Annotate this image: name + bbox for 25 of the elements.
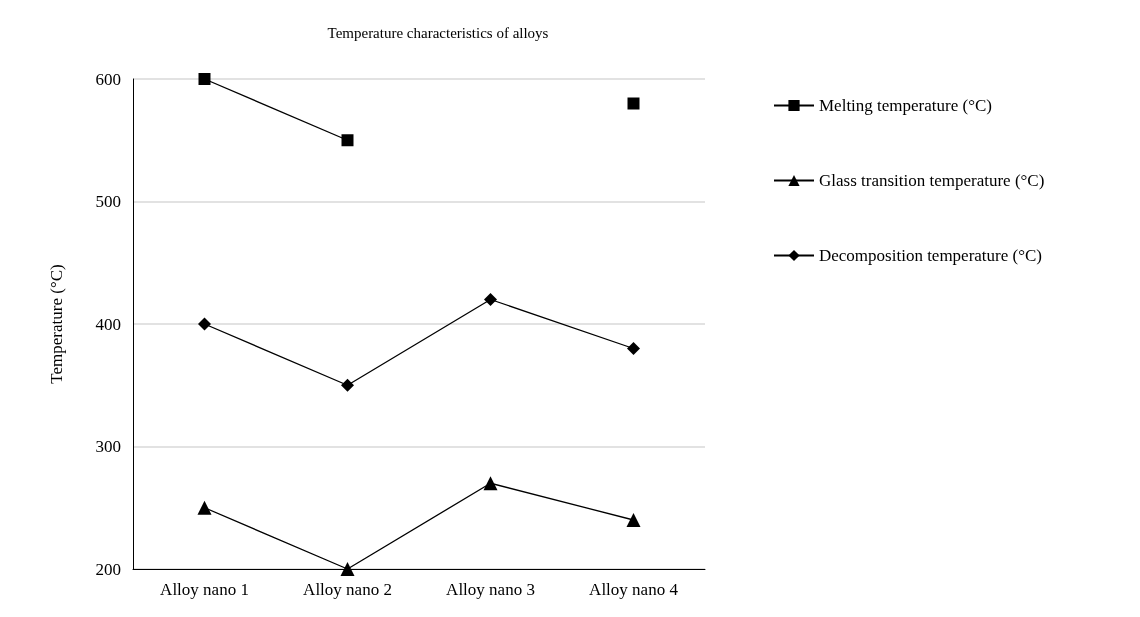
point bbox=[341, 378, 354, 392]
x-tick-label: Alloy nano 2 bbox=[303, 580, 392, 599]
x-tick-label: Alloy nano 1 bbox=[160, 580, 249, 599]
y-axis-title: Temperature (°C) bbox=[47, 264, 66, 384]
x-tick-label: Alloy nano 4 bbox=[589, 580, 679, 599]
y-tick-label: 200 bbox=[95, 559, 121, 579]
point bbox=[626, 513, 641, 527]
y-tick-label: 300 bbox=[95, 437, 121, 456]
legend-label: Decomposition temperature (°C) bbox=[819, 246, 1043, 265]
y-tick-label: 500 bbox=[95, 192, 121, 211]
point bbox=[484, 293, 497, 306]
point bbox=[483, 476, 498, 491]
legend-label: Glass transition temperature (°C) bbox=[819, 171, 1045, 190]
y-tick-label: 600 bbox=[95, 69, 121, 89]
point bbox=[341, 134, 354, 147]
point bbox=[197, 500, 212, 515]
point bbox=[627, 97, 640, 110]
chart-title: Temperature characteristics of alloys bbox=[327, 24, 549, 41]
point bbox=[198, 73, 211, 85]
point bbox=[340, 562, 355, 576]
y-tick-label: 400 bbox=[95, 314, 121, 334]
point bbox=[198, 317, 211, 331]
point bbox=[627, 342, 640, 355]
legend-label: Melting temperature (°C) bbox=[819, 96, 992, 115]
x-tick-label: Alloy nano 3 bbox=[446, 580, 535, 599]
